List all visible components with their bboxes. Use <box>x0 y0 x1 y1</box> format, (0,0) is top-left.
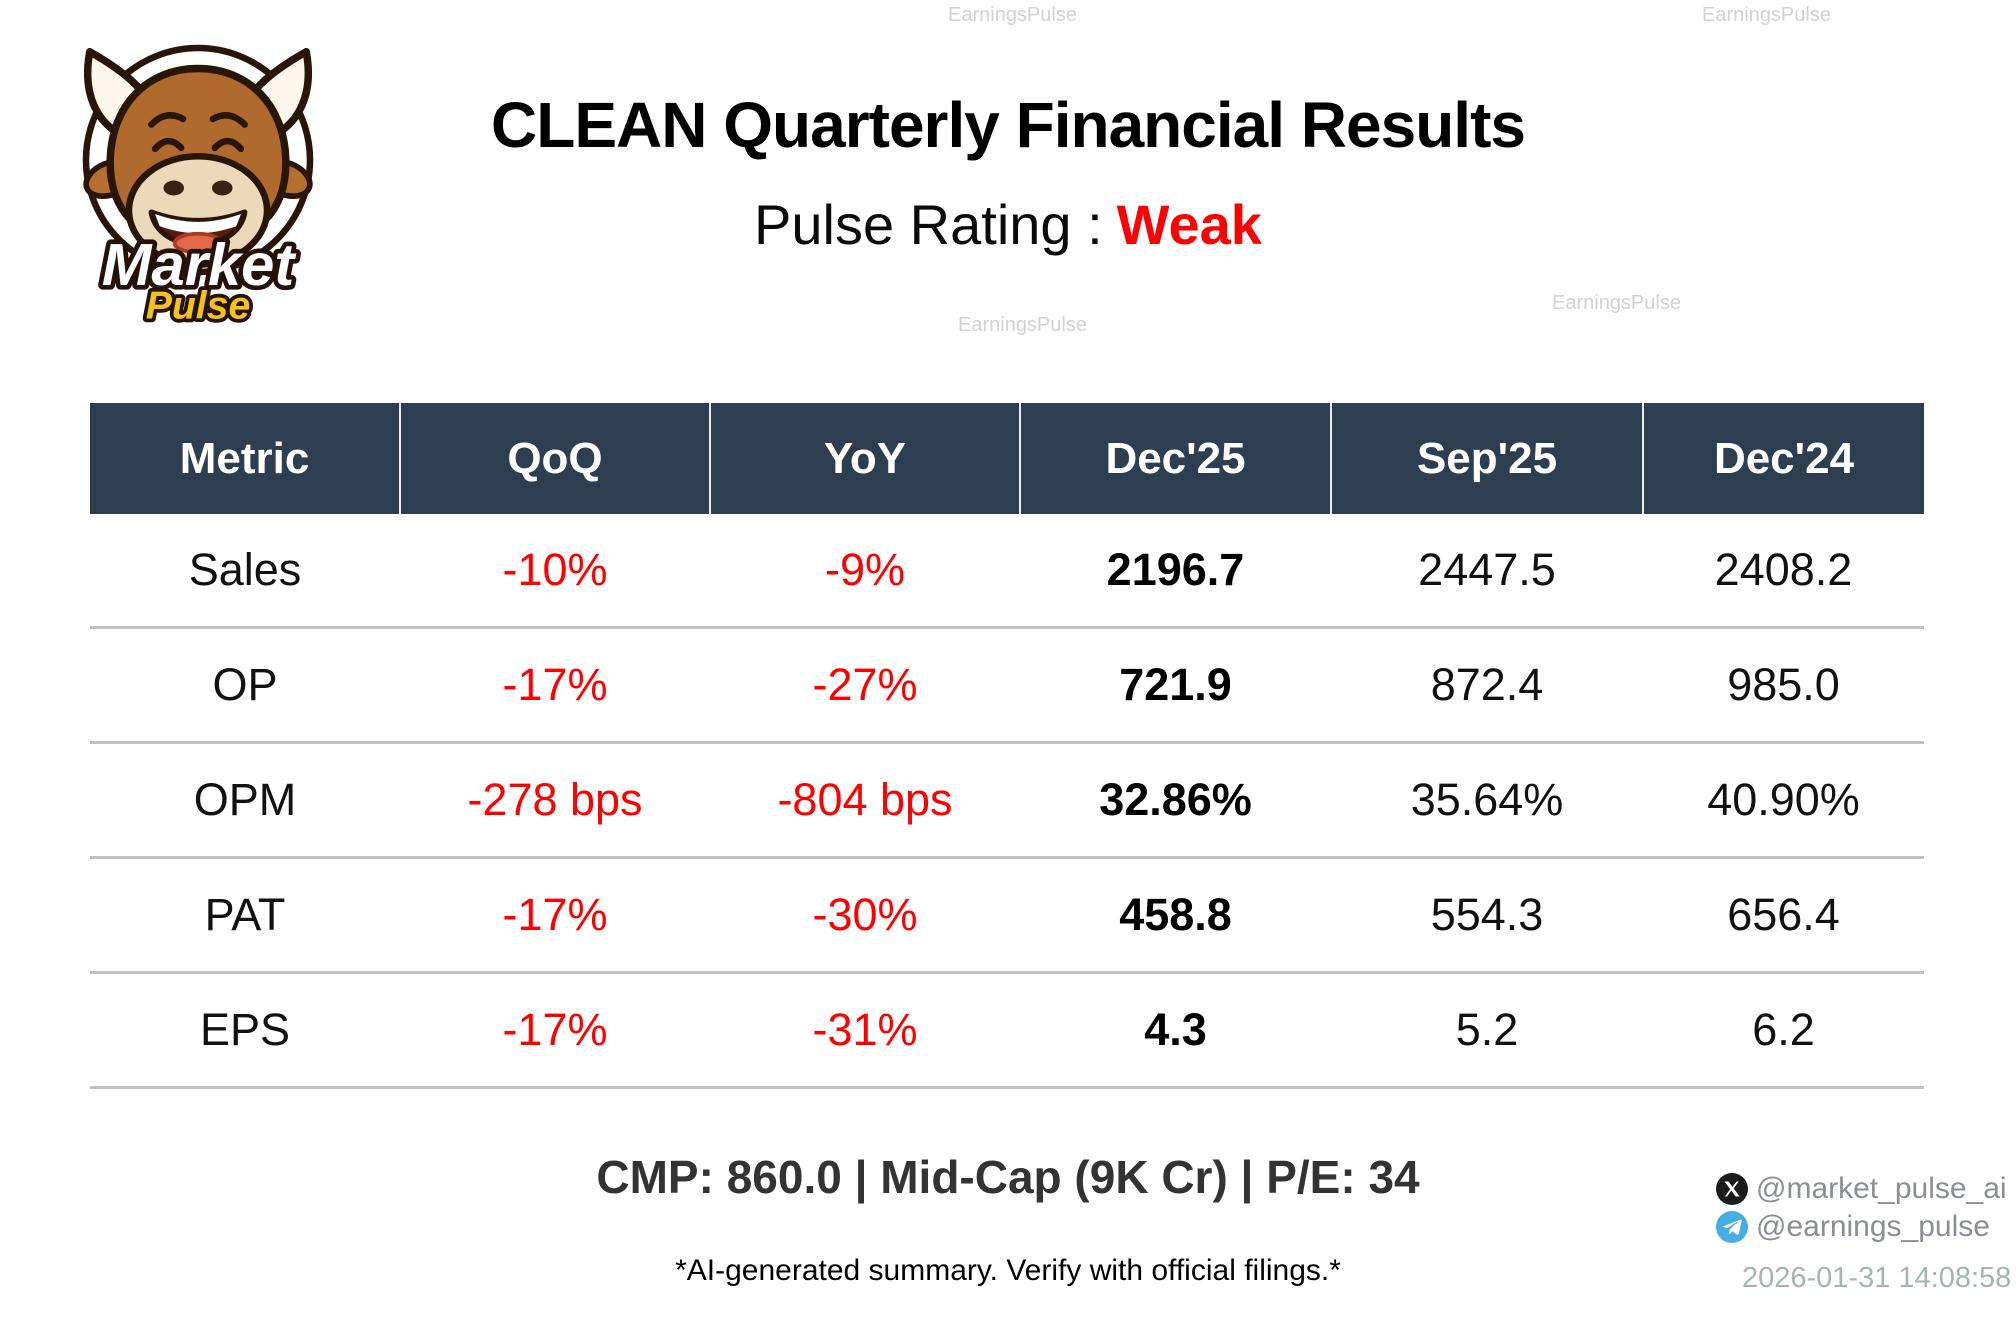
x-twitter-icon <box>1716 1173 1748 1205</box>
social-block: @market_pulse_ai @earnings_pulse 2026-01… <box>1716 1172 2012 1295</box>
col-header-yoy: YoY <box>710 403 1021 514</box>
pulse-rating-value: Weak <box>1116 193 1262 256</box>
telegram-handle-row: @earnings_pulse <box>1716 1210 2002 1244</box>
table-row: PAT -17% -30% 458.8 554.3 656.4 <box>90 857 1924 974</box>
telegram-icon <box>1716 1211 1748 1243</box>
qoq-cell: -10% <box>400 514 710 629</box>
yoy-cell: -804 bps <box>710 742 1020 859</box>
watermark: EarningsPulse <box>948 4 1077 26</box>
sep25-cell: 35.64% <box>1331 742 1643 859</box>
market-pulse-logo: Market Pulse <box>58 20 338 333</box>
table-row: Sales -10% -9% 2196.7 2447.5 2408.2 <box>90 514 1924 629</box>
qoq-cell: -17% <box>400 627 710 744</box>
dec24-cell: 985.0 <box>1643 627 1924 744</box>
dec24-cell: 6.2 <box>1643 972 1924 1089</box>
qoq-cell: -278 bps <box>400 742 710 859</box>
dec25-cell: 2196.7 <box>1020 514 1331 629</box>
pulse-rating-line: Pulse Rating : Weak <box>0 192 2016 257</box>
col-header-metric: Metric <box>90 403 401 514</box>
table-row: OPM -278 bps -804 bps 32.86% 35.64% 40.9… <box>90 742 1924 859</box>
qoq-cell: -17% <box>400 857 710 974</box>
logo-pulse-text: Pulse <box>146 285 251 328</box>
results-table: Metric QoQ YoY Dec'25 Sep'25 Dec'24 Sale… <box>90 403 1924 1089</box>
metric-cell: OPM <box>90 742 400 859</box>
ai-disclaimer: *AI-generated summary. Verify with offic… <box>675 1254 1341 1287</box>
yoy-cell: -27% <box>710 627 1020 744</box>
sep25-cell: 5.2 <box>1331 972 1643 1089</box>
table-row: OP -17% -27% 721.9 872.4 985.0 <box>90 627 1924 744</box>
yoy-cell: -31% <box>710 972 1020 1089</box>
timestamp: 2026-01-31 14:08:58 <box>1742 1262 2012 1294</box>
dec24-cell: 656.4 <box>1643 857 1924 974</box>
x-handle: @market_pulse_ai <box>1756 1172 2007 1205</box>
cmp-summary-line: CMP: 860.0 | Mid-Cap (9K Cr) | P/E: 34 <box>596 1151 1420 1203</box>
yoy-cell: -9% <box>710 514 1020 629</box>
col-header-qoq: QoQ <box>400 403 711 514</box>
metric-cell: PAT <box>90 857 400 974</box>
watermark: EarningsPulse <box>1552 292 1681 314</box>
table-header-row: Metric QoQ YoY Dec'25 Sep'25 Dec'24 <box>90 403 1924 514</box>
dec25-cell: 458.8 <box>1020 857 1331 974</box>
bull-mascot-icon: Market Pulse <box>82 44 314 331</box>
sep25-cell: 2447.5 <box>1331 514 1643 629</box>
sep25-cell: 872.4 <box>1331 627 1643 744</box>
dec25-cell: 4.3 <box>1020 972 1331 1089</box>
table-row: EPS -17% -31% 4.3 5.2 6.2 <box>90 972 1924 1089</box>
pulse-rating-label: Pulse Rating : <box>754 193 1103 256</box>
page-title: CLEAN Quarterly Financial Results <box>491 89 1526 161</box>
dec24-cell: 2408.2 <box>1643 514 1924 629</box>
metric-cell: Sales <box>90 514 400 629</box>
x-handle-row: @market_pulse_ai <box>1716 1172 2007 1206</box>
col-header-sep25: Sep'25 <box>1331 403 1644 514</box>
yoy-cell: -30% <box>710 857 1020 974</box>
qoq-cell: -17% <box>400 972 710 1089</box>
telegram-handle: @earnings_pulse <box>1756 1210 1990 1243</box>
watermark: EarningsPulse <box>958 314 1087 336</box>
logo-market-text: Market <box>102 231 297 298</box>
dec25-cell: 32.86% <box>1020 742 1331 859</box>
metric-cell: EPS <box>90 972 400 1089</box>
results-table-wrap: Metric QoQ YoY Dec'25 Sep'25 Dec'24 Sale… <box>90 403 1924 1089</box>
watermark: EarningsPulse <box>1702 4 1831 26</box>
dec24-cell: 40.90% <box>1643 742 1924 859</box>
dec25-cell: 721.9 <box>1020 627 1331 744</box>
metric-cell: OP <box>90 627 400 744</box>
col-header-dec24: Dec'24 <box>1643 403 1924 514</box>
sep25-cell: 554.3 <box>1331 857 1643 974</box>
col-header-dec25: Dec'25 <box>1020 403 1332 514</box>
